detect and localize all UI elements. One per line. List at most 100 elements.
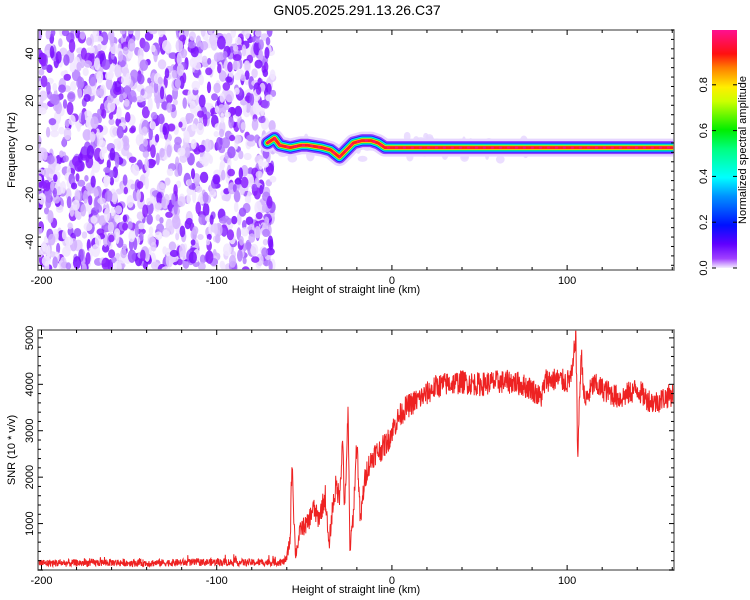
noise-blob bbox=[106, 159, 111, 169]
noise-blob bbox=[155, 152, 160, 166]
noise-blob bbox=[146, 214, 153, 225]
noise-blob bbox=[197, 144, 206, 153]
noise-blob bbox=[114, 80, 122, 93]
noise-blob bbox=[234, 72, 242, 81]
colorbar-tick-label: 0.4 bbox=[698, 169, 710, 184]
noise-blob bbox=[165, 94, 173, 104]
noise-blob bbox=[136, 211, 145, 221]
noise-blob bbox=[124, 84, 131, 95]
y-tick-label: 5000 bbox=[24, 326, 36, 350]
noise-blob bbox=[69, 62, 76, 73]
noise-blob bbox=[213, 130, 219, 138]
noise-blob bbox=[172, 99, 178, 106]
noise-blob bbox=[58, 126, 65, 135]
noise-blob bbox=[121, 243, 128, 250]
noise-blob bbox=[154, 231, 163, 240]
noise-blob bbox=[185, 112, 195, 120]
noise-blob bbox=[107, 221, 115, 233]
noise-blob bbox=[233, 201, 239, 213]
noise-blob bbox=[126, 194, 134, 208]
noise-blob bbox=[202, 113, 208, 127]
noise-blob bbox=[173, 201, 178, 215]
noise-blob bbox=[90, 46, 95, 54]
noise-blob bbox=[72, 256, 82, 269]
noise-blob bbox=[262, 69, 269, 78]
noise-blob bbox=[91, 161, 101, 173]
noise-blob bbox=[123, 186, 128, 195]
noise-blob bbox=[228, 134, 236, 142]
noise-blob bbox=[178, 243, 186, 258]
plot-frame bbox=[37, 329, 675, 571]
colorbar-gradient bbox=[712, 30, 737, 268]
noise-blob bbox=[254, 225, 261, 239]
noise-blob bbox=[59, 150, 64, 158]
noise-blob bbox=[198, 214, 206, 225]
colorbar-tick-label: 0.6 bbox=[698, 123, 710, 138]
noise-blob bbox=[66, 196, 72, 209]
noise-blob bbox=[157, 113, 165, 125]
noise-blob bbox=[50, 30, 56, 37]
spectrogram-panel: -200 -100 0 100 40 20 0 -20 -40 Height of straig… bbox=[6, 29, 675, 296]
noise-blob bbox=[156, 192, 163, 205]
noise-blob bbox=[40, 75, 48, 88]
noise-blob bbox=[104, 190, 113, 202]
noise-blob bbox=[174, 136, 182, 146]
noise-blob bbox=[97, 197, 106, 205]
noise-blob bbox=[52, 83, 58, 92]
noise-blob bbox=[138, 222, 145, 230]
noise-blob bbox=[234, 105, 243, 117]
y-tick-label: 40 bbox=[24, 47, 36, 59]
noise-blob bbox=[161, 266, 171, 270]
noise-blob bbox=[109, 147, 116, 161]
noise-blob bbox=[78, 153, 83, 164]
noise-blob bbox=[192, 189, 197, 203]
noise-blob bbox=[185, 217, 193, 225]
noise-blob bbox=[258, 116, 266, 124]
noise-blob bbox=[122, 214, 128, 223]
noise-blob bbox=[136, 73, 145, 85]
noise-blob bbox=[49, 45, 55, 59]
noise-blob bbox=[93, 187, 99, 197]
x-tick-label: -100 bbox=[206, 275, 228, 287]
noise-blob bbox=[169, 249, 179, 258]
noise-blob bbox=[251, 118, 259, 131]
noise-blob bbox=[244, 30, 250, 40]
noise-blob bbox=[227, 146, 236, 159]
noise-blob bbox=[258, 49, 264, 62]
noise-blob bbox=[111, 192, 118, 205]
noise-blob bbox=[268, 120, 276, 132]
noise-blob bbox=[149, 159, 157, 166]
noise-blob bbox=[47, 161, 56, 175]
noise-blob bbox=[60, 181, 67, 194]
noise-blob bbox=[114, 154, 120, 168]
noise-blob bbox=[197, 262, 206, 270]
noise-blob bbox=[134, 223, 139, 237]
noise-blob bbox=[219, 128, 225, 138]
noise-blob bbox=[203, 138, 212, 153]
noise-blob bbox=[114, 214, 121, 224]
noise-blob bbox=[70, 182, 78, 190]
noise-blob bbox=[161, 196, 166, 208]
noise-blob bbox=[103, 166, 111, 173]
noise-blob bbox=[108, 112, 114, 120]
noise-blob bbox=[219, 92, 225, 103]
noise-blob bbox=[177, 147, 186, 157]
noise-blob bbox=[119, 30, 126, 35]
noise-blob bbox=[38, 226, 43, 235]
y-tick-label: 3000 bbox=[24, 418, 36, 442]
noise-blob bbox=[254, 201, 263, 215]
colorbar-tick-label: 0.0 bbox=[698, 260, 710, 275]
noise-blob bbox=[245, 216, 254, 226]
noise-blob bbox=[159, 216, 164, 224]
noise-blob bbox=[240, 75, 246, 82]
noise-blob bbox=[61, 230, 67, 240]
noise-blob bbox=[55, 51, 62, 64]
noise-blob bbox=[111, 257, 117, 264]
noise-blob bbox=[142, 150, 150, 158]
noise-blob bbox=[46, 64, 53, 74]
x-tick-label: 0 bbox=[389, 275, 395, 287]
noise-blob bbox=[89, 131, 96, 143]
noise-blob bbox=[224, 111, 231, 118]
noise-blob bbox=[123, 98, 130, 107]
